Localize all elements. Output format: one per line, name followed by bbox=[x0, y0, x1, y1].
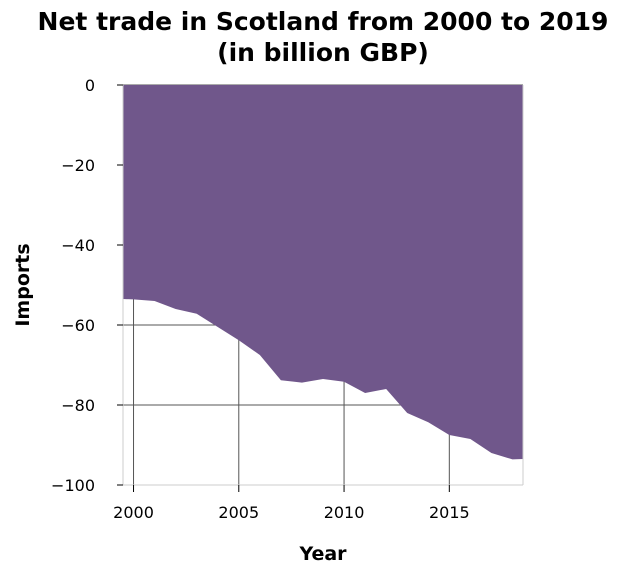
axis-layer bbox=[122, 85, 524, 486]
y-tick-label: −60 bbox=[61, 316, 95, 335]
x-tick-label: 2000 bbox=[113, 503, 154, 522]
y-axis-label: Imports bbox=[12, 243, 34, 326]
tick-layer: 0 −20 −40 −60 −80 −100 2000 2005 2010 2015 bbox=[51, 76, 470, 522]
chart-title-line1: Net trade in Scotland from 2000 to 2019 bbox=[38, 7, 609, 36]
area-series-0 bbox=[123, 85, 523, 460]
x-axis-label: Year bbox=[298, 543, 347, 565]
y-tick-label: −40 bbox=[61, 236, 95, 255]
y-tick-label: −80 bbox=[61, 396, 95, 415]
chart-title-line2: (in billion GBP) bbox=[217, 38, 429, 67]
y-tick-label: −20 bbox=[61, 156, 95, 175]
y-tick-label: −100 bbox=[51, 476, 95, 495]
y-tick-label: 0 bbox=[85, 76, 95, 95]
area-layer bbox=[123, 85, 523, 460]
x-tick-label: 2015 bbox=[429, 503, 470, 522]
x-tick-label: 2005 bbox=[218, 503, 259, 522]
x-tick-label: 2010 bbox=[324, 503, 365, 522]
